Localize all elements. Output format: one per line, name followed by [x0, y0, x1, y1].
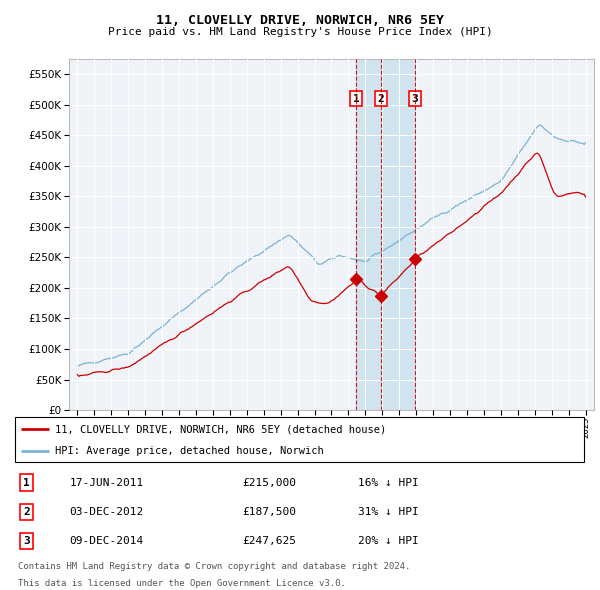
Text: 2: 2: [23, 507, 30, 517]
Text: Contains HM Land Registry data © Crown copyright and database right 2024.: Contains HM Land Registry data © Crown c…: [18, 562, 410, 571]
Text: 11, CLOVELLY DRIVE, NORWICH, NR6 5EY: 11, CLOVELLY DRIVE, NORWICH, NR6 5EY: [156, 14, 444, 27]
Text: 1: 1: [353, 94, 359, 104]
Text: Price paid vs. HM Land Registry's House Price Index (HPI): Price paid vs. HM Land Registry's House …: [107, 28, 493, 37]
Text: 3: 3: [412, 94, 419, 104]
Text: HPI: Average price, detached house, Norwich: HPI: Average price, detached house, Norw…: [55, 447, 324, 456]
Text: £215,000: £215,000: [242, 477, 296, 487]
Text: 1: 1: [23, 477, 30, 487]
FancyBboxPatch shape: [15, 417, 584, 462]
Text: 17-JUN-2011: 17-JUN-2011: [70, 477, 144, 487]
Text: 20% ↓ HPI: 20% ↓ HPI: [358, 536, 418, 546]
Text: 2: 2: [377, 94, 385, 104]
Text: 11, CLOVELLY DRIVE, NORWICH, NR6 5EY (detached house): 11, CLOVELLY DRIVE, NORWICH, NR6 5EY (de…: [55, 424, 386, 434]
Text: 31% ↓ HPI: 31% ↓ HPI: [358, 507, 418, 517]
Text: 09-DEC-2014: 09-DEC-2014: [70, 536, 144, 546]
Bar: [356, 59, 415, 410]
Text: This data is licensed under the Open Government Licence v3.0.: This data is licensed under the Open Gov…: [18, 579, 346, 588]
Text: £187,500: £187,500: [242, 507, 296, 517]
Text: 16% ↓ HPI: 16% ↓ HPI: [358, 477, 418, 487]
Text: 03-DEC-2012: 03-DEC-2012: [70, 507, 144, 517]
Text: 3: 3: [23, 536, 30, 546]
Text: £247,625: £247,625: [242, 536, 296, 546]
